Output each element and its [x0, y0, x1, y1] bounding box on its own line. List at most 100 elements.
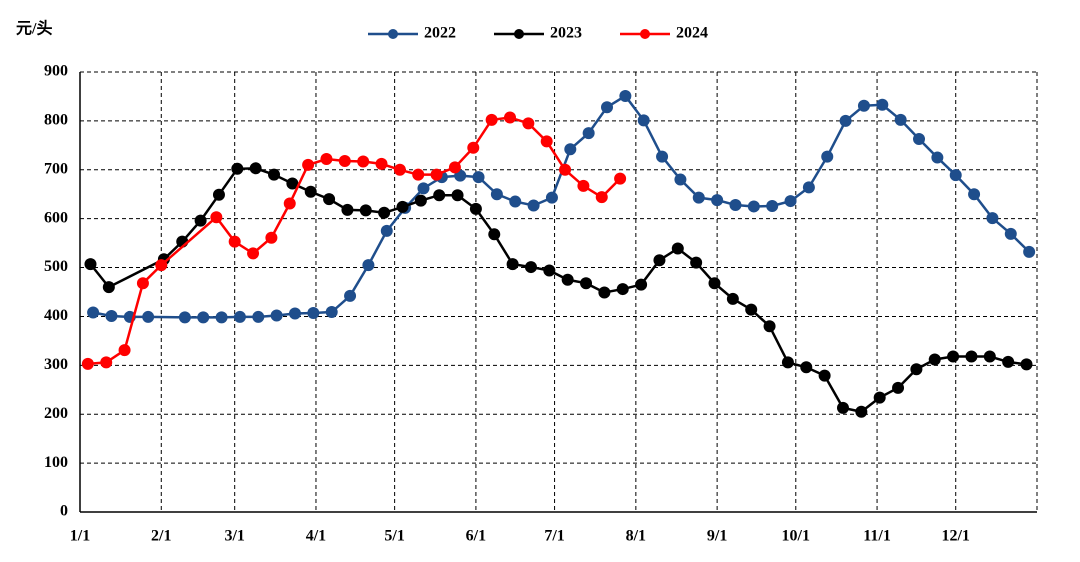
- series-line: [89, 167, 1027, 414]
- data-point: [965, 350, 978, 363]
- x-tick-label: 2/1: [151, 528, 171, 545]
- data-point: [949, 169, 962, 182]
- data-point: [802, 181, 815, 194]
- x-tick-label: 6/1: [466, 528, 486, 545]
- data-point: [307, 307, 320, 320]
- data-point: [616, 283, 629, 296]
- data-point: [357, 155, 370, 168]
- data-point: [233, 310, 246, 323]
- data-point: [876, 98, 889, 111]
- data-point: [344, 289, 357, 302]
- data-point: [674, 173, 687, 186]
- data-point: [559, 163, 572, 176]
- data-point: [1002, 355, 1015, 368]
- data-point: [653, 254, 666, 267]
- data-point: [708, 277, 721, 290]
- y-tick-label: 500: [44, 258, 68, 275]
- data-point: [252, 310, 265, 323]
- data-point: [543, 264, 556, 277]
- data-point: [228, 235, 241, 248]
- data-point: [467, 141, 480, 154]
- data-point: [231, 162, 244, 175]
- data-point: [247, 247, 260, 260]
- data-point: [325, 306, 338, 319]
- x-tick-label: 12/1: [941, 528, 969, 545]
- data-point: [194, 214, 207, 227]
- data-point: [857, 99, 870, 112]
- data-point: [268, 168, 281, 181]
- data-point: [800, 361, 813, 374]
- data-point: [839, 114, 852, 127]
- y-tick-label: 800: [44, 112, 68, 129]
- data-point: [87, 306, 100, 319]
- legend-label: 2023: [550, 25, 582, 42]
- data-point: [983, 350, 996, 363]
- data-point: [619, 89, 632, 102]
- data-point: [1020, 358, 1033, 371]
- data-point: [265, 231, 278, 244]
- data-point: [197, 311, 210, 324]
- data-point: [580, 277, 593, 290]
- data-point: [302, 158, 315, 171]
- data-point: [488, 228, 501, 241]
- data-point: [527, 199, 540, 212]
- legend-label: 2022: [424, 25, 456, 42]
- data-point: [155, 259, 168, 272]
- series-line: [87, 116, 622, 366]
- x-tick-label: 7/1: [544, 528, 564, 545]
- data-point: [506, 258, 519, 271]
- x-tick-label: 9/1: [707, 528, 727, 545]
- data-point: [469, 202, 482, 215]
- data-point: [375, 157, 388, 170]
- series-line: [92, 94, 1031, 319]
- data-point: [637, 114, 650, 127]
- data-point: [577, 179, 590, 192]
- data-point: [561, 273, 574, 286]
- x-tick-label: 8/1: [626, 528, 646, 545]
- data-point: [249, 162, 262, 175]
- data-point: [931, 151, 944, 164]
- data-point: [430, 168, 443, 181]
- data-point: [913, 132, 926, 145]
- data-point: [396, 200, 409, 213]
- y-axis-label: 元/头: [16, 20, 52, 38]
- y-tick-label: 100: [44, 454, 68, 471]
- data-point: [1004, 227, 1017, 240]
- data-point: [414, 194, 427, 207]
- legend-marker: [640, 29, 650, 39]
- data-point: [338, 154, 351, 167]
- data-point: [595, 191, 608, 204]
- data-point: [118, 344, 131, 357]
- data-point: [986, 212, 999, 225]
- data-point: [910, 363, 923, 376]
- legend-label: 2024: [676, 25, 708, 42]
- data-point: [288, 307, 301, 320]
- data-point: [509, 195, 522, 208]
- data-point: [522, 117, 535, 130]
- data-point: [582, 127, 595, 140]
- data-point: [855, 405, 868, 418]
- data-point: [286, 177, 299, 190]
- data-point: [747, 200, 760, 213]
- data-point: [451, 189, 464, 202]
- data-point: [102, 281, 115, 294]
- x-tick-label: 3/1: [224, 528, 244, 545]
- data-point: [763, 320, 776, 333]
- y-tick-label: 400: [44, 307, 68, 324]
- data-point: [105, 309, 118, 322]
- data-point: [359, 204, 372, 217]
- data-point: [711, 194, 724, 207]
- data-point: [540, 135, 553, 148]
- data-point: [341, 203, 354, 216]
- data-point: [412, 168, 425, 181]
- data-point: [784, 195, 797, 208]
- x-tick-label: 5/1: [384, 528, 404, 545]
- data-point: [472, 171, 485, 184]
- y-tick-label: 0: [60, 503, 68, 520]
- data-point: [433, 189, 446, 202]
- x-tick-label: 11/1: [863, 528, 891, 545]
- y-tick-label: 700: [44, 160, 68, 177]
- y-tick-label: 600: [44, 209, 68, 226]
- data-point: [448, 161, 461, 174]
